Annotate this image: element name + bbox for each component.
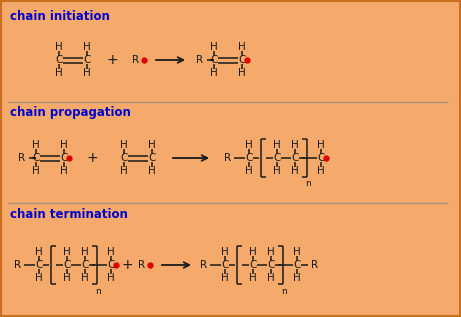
Text: H: H (83, 68, 91, 78)
Text: chain initiation: chain initiation (10, 10, 110, 23)
Text: C: C (120, 153, 128, 163)
Text: C: C (210, 55, 218, 65)
Text: R: R (18, 153, 25, 163)
Text: C: C (267, 260, 275, 270)
Text: R: R (132, 55, 140, 65)
Text: C: C (238, 55, 246, 65)
Text: C: C (221, 260, 229, 270)
Text: H: H (221, 247, 229, 257)
Text: H: H (273, 140, 281, 150)
Text: C: C (291, 153, 299, 163)
Text: H: H (60, 166, 68, 176)
Text: H: H (238, 42, 246, 52)
Text: +: + (121, 258, 133, 272)
Text: H: H (148, 140, 156, 150)
Text: H: H (291, 166, 299, 176)
Text: H: H (81, 273, 89, 283)
Text: C: C (83, 55, 91, 65)
Text: H: H (245, 166, 253, 176)
Text: H: H (63, 273, 71, 283)
Text: R: R (201, 260, 207, 270)
Text: H: H (32, 166, 40, 176)
Text: H: H (83, 42, 91, 52)
Text: H: H (60, 140, 68, 150)
Text: H: H (81, 247, 89, 257)
Text: H: H (273, 166, 281, 176)
Text: H: H (32, 140, 40, 150)
Text: H: H (148, 166, 156, 176)
Text: n: n (281, 287, 287, 295)
Text: H: H (35, 273, 43, 283)
Text: H: H (107, 273, 115, 283)
Text: H: H (317, 166, 325, 176)
Text: H: H (245, 140, 253, 150)
Text: H: H (120, 166, 128, 176)
Text: R: R (14, 260, 22, 270)
Text: H: H (55, 68, 63, 78)
Text: H: H (267, 247, 275, 257)
Text: C: C (148, 153, 156, 163)
Text: C: C (32, 153, 40, 163)
Text: R: R (196, 55, 204, 65)
Text: chain termination: chain termination (10, 208, 128, 221)
Text: C: C (107, 260, 115, 270)
Text: H: H (249, 247, 257, 257)
Text: H: H (221, 273, 229, 283)
Text: +: + (106, 53, 118, 67)
Text: H: H (267, 273, 275, 283)
Text: chain propagation: chain propagation (10, 106, 131, 119)
Text: H: H (55, 42, 63, 52)
Text: H: H (107, 247, 115, 257)
Text: C: C (273, 153, 281, 163)
Text: C: C (293, 260, 301, 270)
Text: H: H (35, 247, 43, 257)
Text: n: n (305, 179, 311, 189)
Text: H: H (63, 247, 71, 257)
Text: H: H (238, 68, 246, 78)
Text: C: C (60, 153, 68, 163)
Text: R: R (138, 260, 146, 270)
Text: R: R (312, 260, 319, 270)
Text: R: R (225, 153, 231, 163)
Text: C: C (249, 260, 257, 270)
Text: H: H (120, 140, 128, 150)
Text: H: H (210, 42, 218, 52)
Text: +: + (86, 151, 98, 165)
Text: H: H (291, 140, 299, 150)
Text: C: C (245, 153, 253, 163)
Text: C: C (55, 55, 63, 65)
Text: H: H (317, 140, 325, 150)
Text: H: H (249, 273, 257, 283)
Text: C: C (317, 153, 325, 163)
Text: n: n (95, 287, 101, 295)
Text: C: C (35, 260, 43, 270)
Text: C: C (63, 260, 71, 270)
Text: H: H (210, 68, 218, 78)
Text: C: C (81, 260, 89, 270)
Text: H: H (293, 247, 301, 257)
Text: H: H (293, 273, 301, 283)
